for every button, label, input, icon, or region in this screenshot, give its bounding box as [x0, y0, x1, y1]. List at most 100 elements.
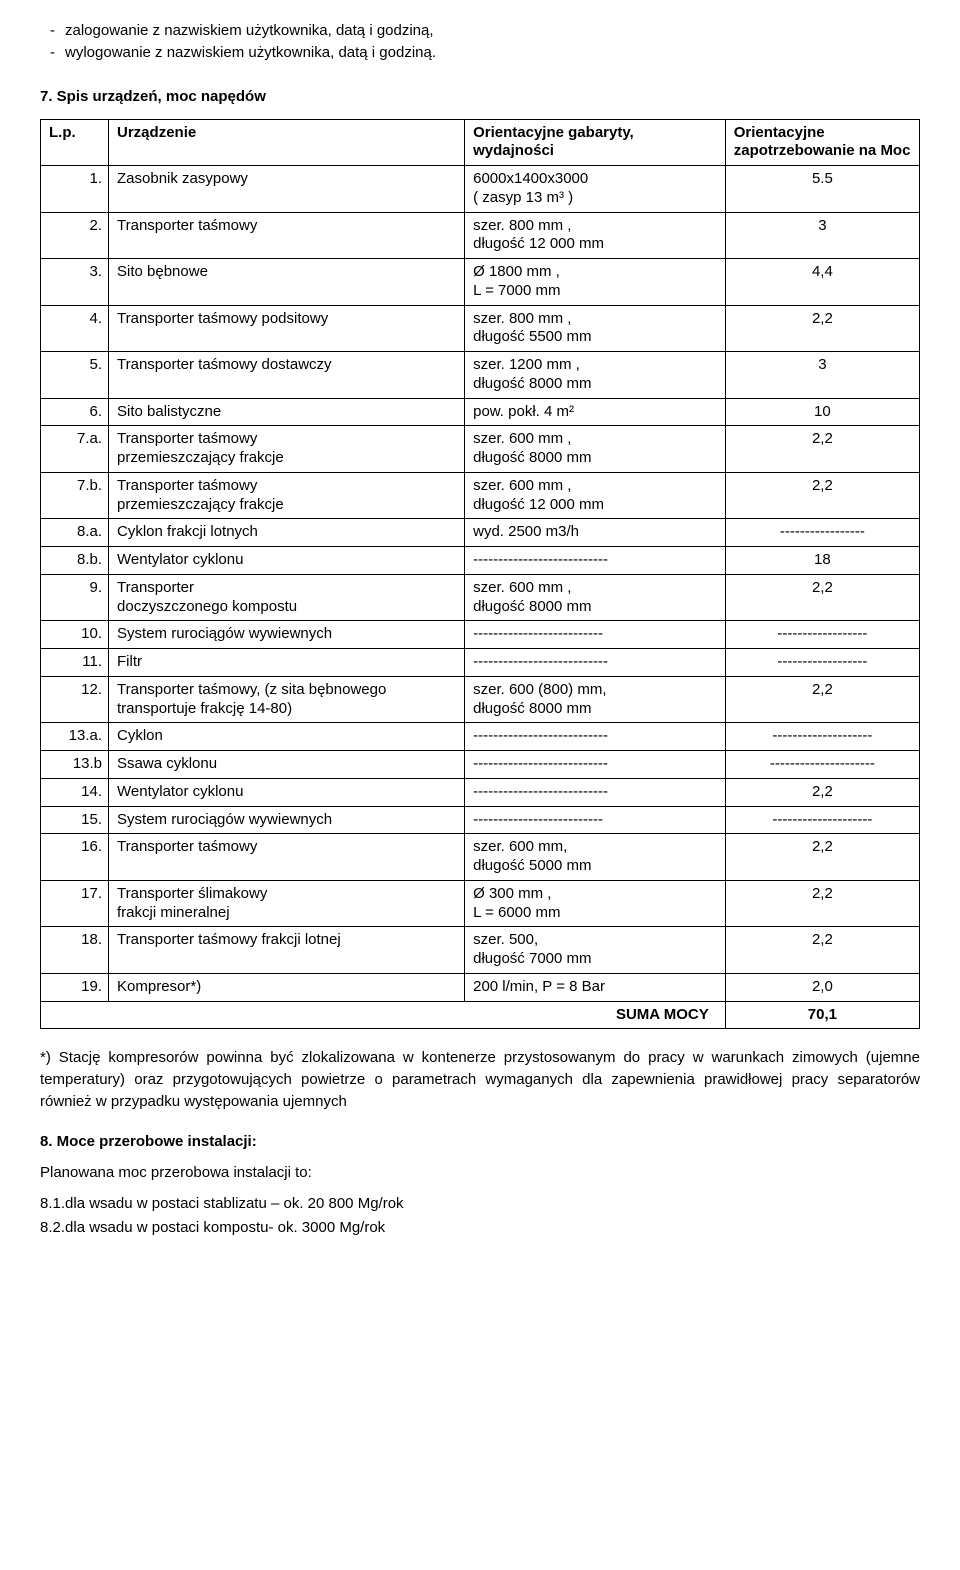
cell-moc: 2,2	[725, 676, 919, 723]
cell-lp: 13.b	[41, 751, 109, 779]
cell-dev: Cyklon frakcji lotnych	[109, 519, 465, 547]
cell-lp: 8.b.	[41, 547, 109, 575]
cell-dev: Wentylator cyklonu	[109, 547, 465, 575]
cell-gab: szer. 600 (800) mm,długość 8000 mm	[465, 676, 726, 723]
cell-lp: 19.	[41, 973, 109, 1001]
cell-moc: 2,2	[725, 927, 919, 974]
table-row: 6.Sito balistycznepow. pokł. 4 m²10	[41, 398, 920, 426]
table-row: 14.Wentylator cyklonu-------------------…	[41, 778, 920, 806]
cell-lp: 7.a.	[41, 426, 109, 473]
table-row: 11.Filtr--------------------------------…	[41, 649, 920, 677]
section-7-title: 7. Spis urządzeń, moc napędów	[40, 88, 920, 105]
cell-moc: ---------------------	[725, 751, 919, 779]
table-row: 3.Sito bębnoweØ 1800 mm ,L = 7000 mm4,4	[41, 259, 920, 306]
cell-lp: 2.	[41, 212, 109, 259]
table-row: 15.System rurociągów wywiewnych---------…	[41, 806, 920, 834]
cell-gab: szer. 800 mm ,długość 12 000 mm	[465, 212, 726, 259]
cell-moc: 5.5	[725, 166, 919, 213]
cell-lp: 17.	[41, 880, 109, 927]
cell-lp: 6.	[41, 398, 109, 426]
footnote: *) Stację kompresorów powinna być zlokal…	[40, 1047, 920, 1112]
table-row: 13.a.Cyklon-----------------------------…	[41, 723, 920, 751]
cell-dev: System rurociągów wywiewnych	[109, 806, 465, 834]
cell-moc: 2,2	[725, 426, 919, 473]
cell-dev: Cyklon	[109, 723, 465, 751]
cell-lp: 13.a.	[41, 723, 109, 751]
cell-moc: 2,2	[725, 834, 919, 881]
cell-dev: System rurociągów wywiewnych	[109, 621, 465, 649]
cell-dev: Transporter taśmowy frakcji lotnej	[109, 927, 465, 974]
cell-gab: szer. 500,długość 7000 mm	[465, 927, 726, 974]
cell-gab: ---------------------------	[465, 723, 726, 751]
cell-lp: 15.	[41, 806, 109, 834]
th-moc: Orientacyjne zapotrzebowanie na Moc	[725, 119, 919, 166]
cell-lp: 12.	[41, 676, 109, 723]
cell-dev: Transporter taśmowy dostawczy	[109, 352, 465, 399]
cell-gab: ---------------------------	[465, 649, 726, 677]
cell-gab: Ø 1800 mm ,L = 7000 mm	[465, 259, 726, 306]
cell-moc: 4,4	[725, 259, 919, 306]
cell-lp: 14.	[41, 778, 109, 806]
cell-moc: 3	[725, 212, 919, 259]
cell-gab: szer. 600 mm ,długość 8000 mm	[465, 426, 726, 473]
cell-dev: Sito bębnowe	[109, 259, 465, 306]
plan-item: 8.2.dla wsadu w postaci kompostu- ok. 30…	[40, 1217, 920, 1239]
cell-dev: Transporter taśmowyprzemieszczający frak…	[109, 472, 465, 519]
intro-bullet: wylogowanie z nazwiskiem użytkownika, da…	[64, 42, 920, 64]
table-sum-row: SUMA MOCY70,1	[41, 1001, 920, 1029]
table-row: 5.Transporter taśmowy dostawczyszer. 120…	[41, 352, 920, 399]
table-row: 9.Transporterdoczyszczonego kompostuszer…	[41, 574, 920, 621]
table-row: 7.a.Transporter taśmowyprzemieszczający …	[41, 426, 920, 473]
cell-moc: --------------------	[725, 723, 919, 751]
cell-moc: --------------------	[725, 806, 919, 834]
th-lp: L.p.	[41, 119, 109, 166]
sum-label: SUMA MOCY	[41, 1001, 726, 1029]
cell-dev: Filtr	[109, 649, 465, 677]
th-dev: Urządzenie	[109, 119, 465, 166]
cell-dev: Transporter taśmowy	[109, 212, 465, 259]
sum-value: 70,1	[725, 1001, 919, 1029]
cell-moc: 2,2	[725, 574, 919, 621]
table-row: 2.Transporter taśmowyszer. 800 mm ,długo…	[41, 212, 920, 259]
cell-gab: pow. pokł. 4 m²	[465, 398, 726, 426]
cell-moc: ------------------	[725, 621, 919, 649]
cell-dev: Transporter taśmowy, (z sita bębnowego t…	[109, 676, 465, 723]
table-row: 4.Transporter taśmowy podsitowyszer. 800…	[41, 305, 920, 352]
cell-dev: Wentylator cyklonu	[109, 778, 465, 806]
intro-bullet-list: zalogowanie z nazwiskiem użytkownika, da…	[40, 20, 920, 64]
cell-lp: 5.	[41, 352, 109, 399]
cell-dev: Transporterdoczyszczonego kompostu	[109, 574, 465, 621]
plan-line: Planowana moc przerobowa instalacji to:	[40, 1162, 920, 1184]
table-row: 19.Kompresor*)200 l/min, P = 8 Bar2,0	[41, 973, 920, 1001]
section-8-title: 8. Moce przerobowe instalacji:	[40, 1133, 920, 1150]
cell-lp: 10.	[41, 621, 109, 649]
table-row: 10.System rurociągów wywiewnych ---------…	[41, 621, 920, 649]
cell-dev: Transporter ślimakowyfrakcji mineralnej	[109, 880, 465, 927]
table-row: 13.bSsawa cyklonu-----------------------…	[41, 751, 920, 779]
cell-moc: 2,0	[725, 973, 919, 1001]
cell-moc: 2,2	[725, 305, 919, 352]
cell-dev: Kompresor*)	[109, 973, 465, 1001]
cell-moc: 10	[725, 398, 919, 426]
cell-dev: Ssawa cyklonu	[109, 751, 465, 779]
cell-dev: Transporter taśmowyprzemieszczający frak…	[109, 426, 465, 473]
th-gab: Orientacyjne gabaryty, wydajności	[465, 119, 726, 166]
table-header-row: L.p. Urządzenie Orientacyjne gabaryty, w…	[41, 119, 920, 166]
cell-dev: Zasobnik zasypowy	[109, 166, 465, 213]
plan-item: 8.1.dla wsadu w postaci stablizatu – ok.…	[40, 1193, 920, 1215]
cell-moc: ------------------	[725, 649, 919, 677]
cell-moc: 18	[725, 547, 919, 575]
cell-lp: 7.b.	[41, 472, 109, 519]
cell-gab: 6000x1400x3000( zasyp 13 m³ )	[465, 166, 726, 213]
cell-gab: szer. 600 mm ,długość 8000 mm	[465, 574, 726, 621]
cell-lp: 9.	[41, 574, 109, 621]
cell-gab: ---------------------------	[465, 751, 726, 779]
cell-moc: 2,2	[725, 778, 919, 806]
cell-gab: --------------------------	[465, 806, 726, 834]
cell-moc: 2,2	[725, 472, 919, 519]
cell-gab: ---------------------------	[465, 778, 726, 806]
cell-lp: 16.	[41, 834, 109, 881]
cell-lp: 8.a.	[41, 519, 109, 547]
cell-moc: 3	[725, 352, 919, 399]
page: zalogowanie z nazwiskiem użytkownika, da…	[0, 0, 960, 1281]
